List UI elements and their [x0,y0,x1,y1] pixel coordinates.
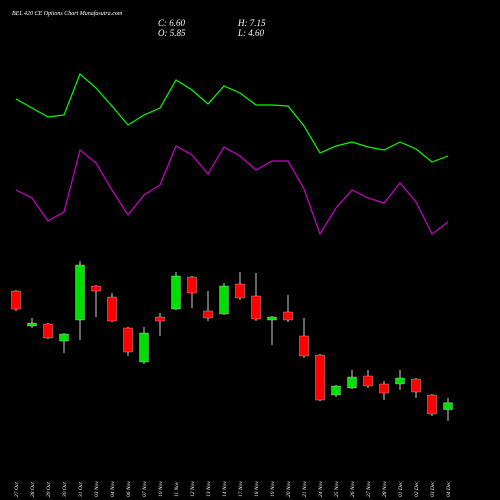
x-tick-label: 27 Nov [366,481,372,497]
candle-body [107,296,117,322]
x-tick-label: 26 Nov [350,481,356,497]
candle-body [155,316,165,322]
x-tick-label: 14 Nov [221,481,228,497]
candle-body [11,290,21,310]
x-tick-label: 07 Nov [142,481,148,497]
candle-body [267,316,277,321]
x-tick-label: 17 Nov [238,481,244,497]
x-tick-label: 30 Oct [62,482,68,498]
x-tick-label: 10 Nov [158,481,164,497]
x-tick-label: 27 Oct [14,482,20,497]
x-tick-label: 28 Oct [30,482,36,497]
candle-body [395,377,405,385]
candle-body [187,276,197,294]
candle-body [427,394,437,415]
candle-body [203,310,213,319]
candle-body [363,375,373,387]
header-open: O: 5.85 [158,28,186,38]
x-tick-label: 03 Nov [94,481,100,497]
x-tick-label: 13 Nov [206,481,212,497]
header-low: L: 4.60 [237,28,265,38]
x-tick-label: 04 Nov [109,481,116,497]
candle-body [91,285,101,292]
x-tick-label: 06 Nov [126,481,132,497]
x-tick-label: 20 Nov [286,481,292,497]
candle-body [27,322,37,327]
header-high: H: 7.15 [237,18,266,28]
x-tick-label: 28 Nov [382,481,388,497]
indicator-line [15,72,449,163]
candle-body [59,333,69,342]
candle-body [139,332,149,363]
x-tick-label: 24 Nov [317,481,324,497]
candle-body [331,385,341,396]
x-tick-label: 21 Nov [302,481,308,497]
x-tick-label: 29 Oct [46,482,52,497]
candle-body [299,335,309,357]
x-tick-label: 31 Oct [78,482,84,498]
x-tick-label: 03 Dec [430,481,436,497]
candle-body [379,383,389,394]
x-tick-label: 11 Nov [174,481,180,497]
candle-body [171,275,181,310]
x-tick-label: 19 Nov [270,481,276,497]
candle-body [43,323,53,339]
x-tick-label: 01 Dec [398,481,404,497]
candle-body [219,285,229,315]
indicator-line [15,145,449,236]
candle-body [411,378,421,393]
candle-body [443,402,453,410]
chart-title: BEL 420 CE Options Chart Munafasutra.com [12,10,123,17]
header-close: C: 6.60 [158,18,186,28]
x-tick-label: 12 Nov [190,481,196,497]
candle-body [347,376,357,389]
candle-body [123,327,133,353]
x-tick-label: 18 Nov [254,481,260,497]
candle-body [251,295,261,320]
x-tick-label: 04 Dec [445,481,452,497]
candle-body [315,354,325,401]
candle-body [75,264,85,321]
x-tick-label: 25 Nov [334,481,340,497]
candle-body [235,283,245,299]
x-tick-label: 02 Dec [414,481,420,497]
candle-body [283,311,293,321]
